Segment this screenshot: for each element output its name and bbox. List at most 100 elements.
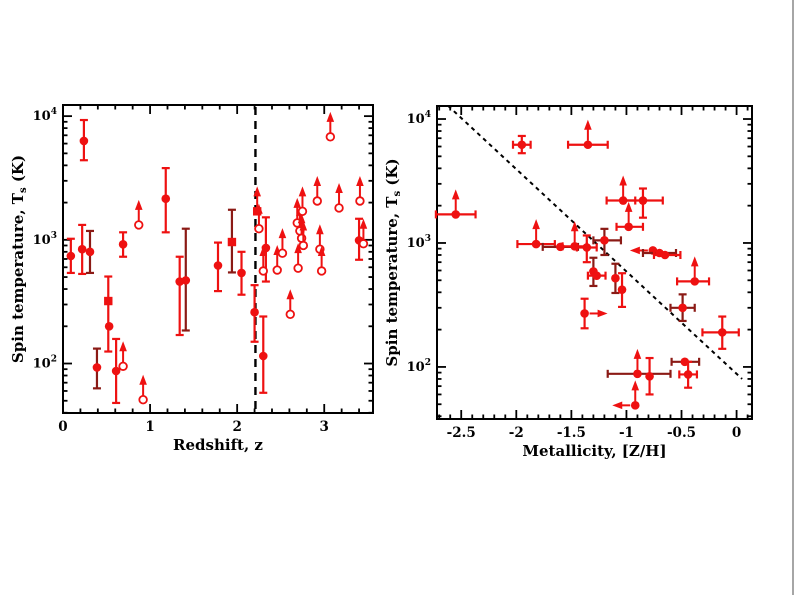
data-point (237, 250, 246, 296)
filled-circle-marker (611, 273, 620, 283)
data-point (325, 111, 336, 142)
open-circle-marker (285, 309, 295, 319)
lower-limit-arrowhead (134, 199, 143, 210)
filled-circle-marker (580, 309, 589, 318)
lower-limit-arrowhead-x (597, 309, 608, 318)
filled-circle-marker (111, 366, 121, 376)
open-circle-marker (254, 224, 264, 234)
data-point (355, 176, 365, 206)
open-circle-marker (118, 361, 128, 371)
data-point (111, 337, 121, 405)
data-point (611, 262, 620, 295)
x-tick-label: 0 (732, 425, 741, 441)
data-point (606, 348, 672, 379)
data-point (511, 134, 532, 155)
data-point (104, 275, 113, 353)
lower-limit-arrowhead (451, 189, 460, 200)
data-point (566, 119, 609, 150)
filled-circle-marker (161, 194, 171, 204)
lower-limit-arrowhead (294, 243, 302, 254)
filled-square-marker (227, 237, 237, 247)
data-point (354, 217, 364, 261)
filled-circle-marker (517, 140, 527, 150)
filled-circle-marker (600, 236, 609, 245)
filled-circle-marker (77, 244, 87, 254)
data-point (250, 284, 259, 343)
open-circle-marker (134, 220, 144, 230)
open-circle-marker (272, 265, 282, 275)
data-point (645, 356, 654, 396)
y-axis-label: Spin temperature, Ts (K) (383, 158, 403, 366)
x-tick-label: 0 (58, 419, 67, 435)
data-point (434, 189, 477, 219)
data-point (580, 297, 608, 330)
data-point (258, 315, 268, 394)
lower-limit-arrowhead (259, 245, 268, 256)
data-point (298, 220, 309, 251)
lower-limit-arrowhead (253, 186, 261, 197)
filled-circle-marker (717, 328, 727, 337)
data-point (85, 229, 95, 275)
filled-circle-marker (678, 303, 687, 313)
data-point (516, 219, 556, 249)
data-point (277, 228, 288, 258)
filled-circle-marker (104, 321, 114, 331)
data-point (615, 201, 645, 232)
y-tick-label: 103 (33, 231, 57, 248)
data-point (254, 203, 264, 234)
filled-circle-marker (237, 268, 246, 278)
open-circle-marker (258, 266, 268, 276)
filled-circle-marker (638, 196, 648, 205)
lower-limit-arrowhead (356, 176, 364, 187)
axes-frame (436, 105, 753, 420)
open-circle-marker (312, 196, 322, 206)
data-point (213, 241, 223, 293)
data-point (285, 289, 295, 319)
data-point (678, 360, 699, 389)
filled-circle-marker (633, 369, 642, 379)
data-point (623, 187, 664, 219)
y-tick-label: 104 (33, 107, 57, 124)
x-tick-label: 2 (232, 419, 241, 435)
lower-limit-arrowhead (286, 289, 295, 300)
lower-limit-arrowhead (633, 348, 642, 359)
lower-limit-arrowhead (139, 374, 147, 385)
lower-limit-arrowhead (624, 201, 633, 212)
data-point (118, 341, 128, 371)
x-tick-label: -1 (619, 425, 634, 441)
window-border-right (792, 0, 794, 595)
lower-limit-arrowhead (119, 341, 127, 352)
filled-circle-marker (645, 372, 654, 381)
data-point (676, 256, 711, 286)
lower-limit-arrowhead (297, 213, 306, 224)
spin-temperature-vs-redshift: 0 1 2 3 102 103 104 Redshift, z Spin temperature… (9, 104, 374, 454)
open-circle-marker (138, 394, 148, 405)
lower-limit-arrowhead (690, 256, 699, 267)
data-point (652, 250, 682, 260)
filled-circle-marker (79, 136, 89, 146)
trend-line (447, 104, 743, 380)
lower-limit-arrowhead (326, 111, 335, 122)
lower-limit-arrowhead (278, 228, 287, 239)
filled-circle-marker (592, 271, 602, 280)
x-axis-label: Redshift, z (173, 436, 263, 454)
filled-circle-marker (617, 285, 627, 294)
lower-limit-arrowhead (299, 220, 308, 231)
filled-circle-marker (583, 140, 593, 150)
lower-limit-arrowhead (631, 380, 640, 391)
data-point (669, 293, 696, 323)
upper-limit-arrowhead (629, 246, 640, 255)
filled-circle-marker (181, 276, 191, 285)
open-circle-marker (325, 132, 336, 142)
filled-circle-marker (582, 243, 592, 252)
data-point (358, 218, 369, 249)
data-point (79, 118, 89, 162)
data-point (575, 234, 598, 264)
open-circle-marker (334, 203, 344, 213)
data-point (104, 321, 114, 331)
data-point (701, 315, 740, 350)
x-axis-label: Metallicity, [Z/H] (522, 442, 666, 460)
x-tick-label: -2 (509, 425, 524, 441)
